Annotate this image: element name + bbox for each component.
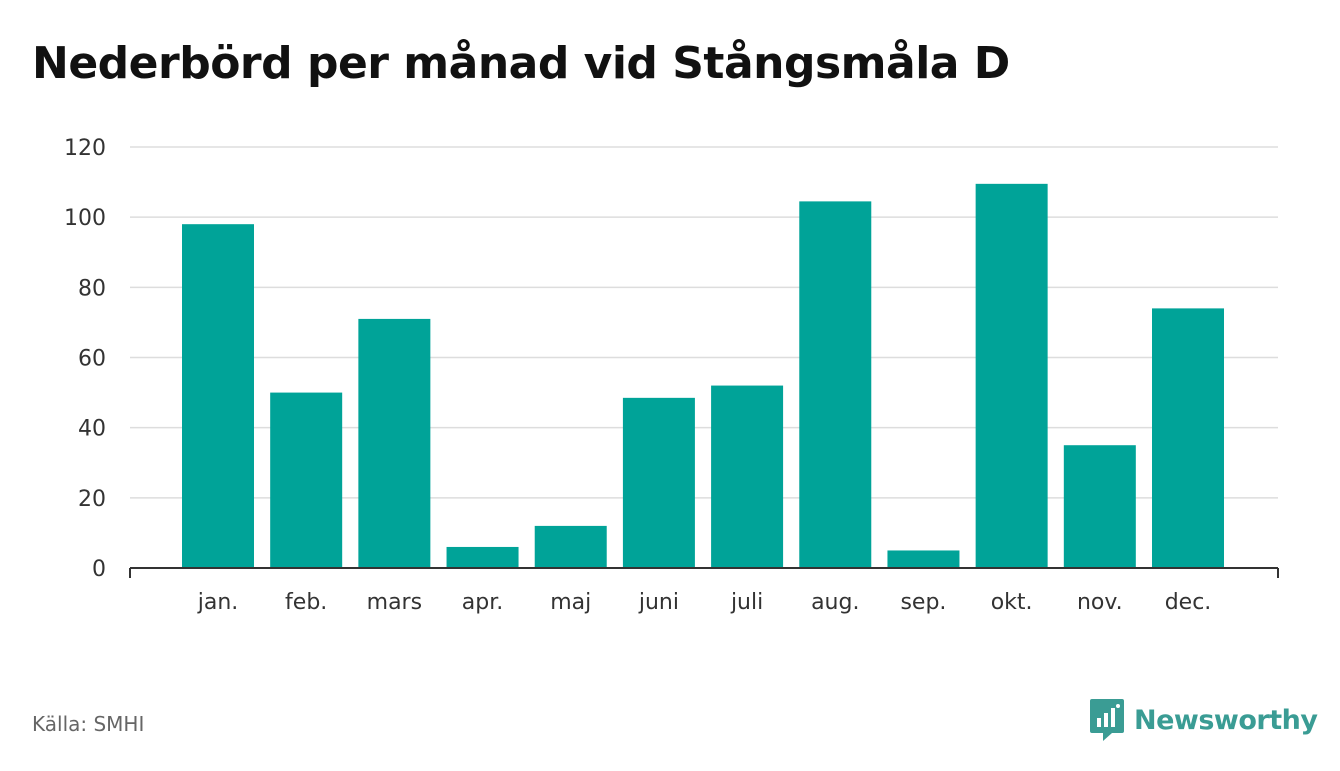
x-tick-label: nov.: [1077, 590, 1123, 615]
x-tick-label: apr.: [462, 590, 503, 615]
x-tick-label: mars: [367, 590, 422, 615]
x-tick-label: juli: [730, 590, 763, 615]
x-tick-label: jan.: [197, 590, 239, 615]
bar-mars: [358, 318, 431, 568]
bar-jan: [182, 224, 254, 568]
bar-sep: [887, 550, 960, 568]
bar-okt: [975, 183, 1048, 568]
y-tick-label: 80: [78, 276, 106, 301]
y-tick-label: 0: [92, 557, 106, 582]
bar-juli: [711, 385, 784, 568]
x-axis: [129, 567, 1279, 578]
x-tick-label: aug.: [811, 590, 859, 615]
x-tick-label: okt.: [991, 590, 1033, 615]
bars: [182, 183, 1224, 569]
bar-feb: [270, 392, 343, 568]
x-tick-label: dec.: [1165, 590, 1212, 615]
x-tick-label: maj: [550, 590, 591, 615]
x-tick-label: juni: [638, 590, 679, 615]
brand-logo[interactable]: Newsworthy: [1088, 696, 1318, 744]
bar-maj: [534, 525, 607, 568]
newsworthy-logo-icon: [1090, 699, 1124, 741]
x-tick-label: sep.: [900, 590, 946, 615]
chart-title: Nederbörd per månad vid Stångsmåla D: [32, 38, 1010, 89]
y-tick-label: 60: [78, 347, 106, 372]
bar-juni: [622, 397, 695, 568]
bar-aug: [799, 201, 872, 569]
bar-apr: [446, 546, 519, 568]
y-tick-label: 40: [78, 417, 106, 442]
y-axis-tick-labels: 0 20 40 60 80 100 120: [64, 136, 106, 582]
source-note: Källa: SMHI: [32, 712, 145, 736]
y-tick-label: 100: [64, 206, 106, 231]
brand-name: Newsworthy: [1134, 704, 1318, 736]
y-tick-label: 20: [78, 487, 106, 512]
x-axis-tick-labels: jan. feb. mars apr. maj juni juli aug. sep. okt. n…: [197, 590, 1212, 615]
bar-nov: [1063, 445, 1136, 568]
y-tick-label: 120: [64, 136, 106, 161]
x-tick-label: feb.: [285, 590, 327, 615]
bar-dec: [1152, 308, 1224, 568]
